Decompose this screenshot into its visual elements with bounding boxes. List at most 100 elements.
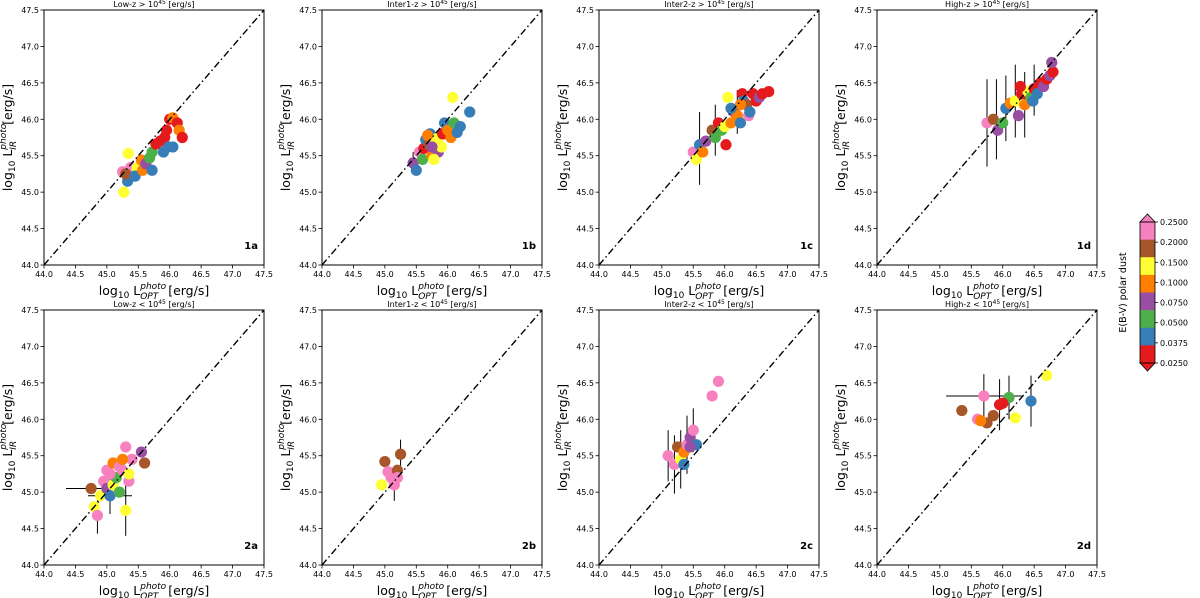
y-axis-label: log10 LphotoIR [erg/s] (554, 84, 574, 191)
data-point (120, 441, 132, 453)
colorbar-tick-label: 0.0500 (1160, 319, 1188, 328)
y-tick-label: 46.5 (299, 379, 317, 388)
x-tick-label: 44.5 (900, 570, 918, 579)
x-axis-label: log10 Lphoto OPT [erg/s] (654, 282, 764, 302)
x-tick-label: 44.5 (345, 270, 363, 279)
data-point (997, 397, 1009, 409)
x-axis-label: log10 Lphoto OPT [erg/s] (932, 582, 1042, 598)
y-tick-label: 46.5 (576, 379, 594, 388)
panel-tag: 2c (800, 541, 813, 552)
data-point (126, 453, 138, 465)
colorbar-segment (1140, 292, 1155, 311)
data-point (120, 504, 132, 516)
y-axis-label: log10 LphotoIR [erg/s] (554, 384, 574, 491)
data-point (1047, 66, 1059, 78)
data-point (410, 164, 422, 176)
one-to-one-line (598, 9, 820, 266)
x-tick-label: 47.0 (1057, 570, 1075, 579)
x-tick-label: 46.5 (747, 570, 765, 579)
x-tick-label: 47.0 (502, 570, 520, 579)
x-tick-label: 46.5 (1025, 570, 1043, 579)
colorbar-label: E(B-V) polar dust (1118, 252, 1129, 333)
data-point (734, 99, 747, 111)
x-tick-label: 45.0 (376, 270, 394, 279)
x-tick-label: 44.5 (345, 570, 363, 579)
x-axis-label: log10 Lphoto OPT [erg/s] (377, 282, 487, 302)
x-tick-label: 45.0 (653, 270, 671, 279)
one-to-one-line (321, 9, 543, 266)
x-tick-label: 46.0 (716, 570, 734, 579)
y-tick-label: 46.5 (21, 379, 39, 388)
x-tick-label: 44.0 (590, 270, 608, 279)
colorbar-segment (1140, 274, 1155, 293)
y-tick-label: 46.0 (299, 115, 317, 124)
x-tick-label: 45.0 (931, 570, 949, 579)
colorbar-segment (1140, 239, 1155, 258)
data-point (376, 479, 388, 491)
y-tick-label: 46.0 (576, 115, 594, 124)
y-tick-label: 45.0 (854, 188, 872, 197)
panel-title: Low-z > 1045 [erg/s] (113, 0, 194, 9)
y-tick-label: 44.5 (854, 525, 872, 534)
axes-frame (876, 9, 1098, 266)
x-tick-label: 45.0 (653, 570, 671, 579)
y-tick-label: 44.5 (21, 525, 39, 534)
x-tick-label: 46.0 (716, 270, 734, 279)
data-point (104, 490, 116, 502)
data-point (1041, 369, 1053, 382)
axes-frame (321, 309, 543, 566)
y-tick-label: 47.5 (576, 6, 594, 15)
data-point (706, 390, 718, 402)
panel-title: Low-z < 1045 [erg/s] (113, 299, 194, 309)
x-tick-label: 44.0 (313, 570, 331, 579)
y-tick-label: 47.0 (576, 42, 594, 51)
x-tick-label: 47.0 (224, 270, 242, 279)
data-point (684, 441, 696, 453)
panels: Low-z > 1045 [erg/s] 44.0 44.5 45.0 45.5 46.0… (0, 0, 1106, 598)
x-axis-label: log10 Lphoto OPT [erg/s] (99, 282, 209, 302)
y-tick-label: 46.5 (576, 79, 594, 88)
y-tick-label: 44.5 (299, 525, 317, 534)
y-tick-label: 45.5 (576, 152, 594, 161)
y-tick-label: 45.5 (854, 152, 872, 161)
panel-tag: 2d (1077, 541, 1091, 552)
y-tick-label: 45.0 (576, 488, 594, 497)
panel-title: Inter1-z < 1045 [erg/s] (387, 299, 476, 309)
x-tick-label: 47.5 (810, 570, 828, 579)
data-point (725, 117, 737, 129)
x-tick-label: 47.0 (502, 270, 520, 279)
panel-2a: Low-z < 1045 [erg/s] 44.0 44.5 45.0 45.5 46.0… (0, 299, 273, 598)
x-tick-label: 44.5 (622, 570, 640, 579)
x-tick-label: 46.0 (161, 270, 179, 279)
data-point (94, 490, 107, 502)
data-point (167, 141, 179, 153)
panel-title: Inter1-z > 1045 [erg/s] (387, 0, 476, 9)
colorbar-extend-top (1139, 213, 1156, 223)
x-tick-label: 44.5 (622, 270, 640, 279)
y-tick-label: 44.0 (21, 261, 39, 270)
panel-1b: Inter1-z > 1045 [erg/s] 44.0 44.5 45.0 45.5 4… (277, 0, 551, 302)
panel-title: Inter2-z < 1045 [erg/s] (664, 299, 753, 309)
x-tick-label: 44.0 (313, 270, 331, 279)
one-to-one-line (876, 9, 1098, 266)
y-axis-label: log10 LphotoIR [erg/s] (277, 384, 297, 491)
panel-2c: Inter2-z < 1045 [erg/s] 44.0 44.5 45.0 45.5 4… (554, 299, 828, 598)
y-tick-label: 47.0 (854, 42, 872, 51)
axes-frame (43, 309, 265, 566)
data-point (104, 468, 116, 480)
data-point (662, 450, 674, 462)
data-point (734, 117, 747, 129)
y-tick-label: 45.5 (576, 452, 594, 461)
one-to-one-line (43, 309, 265, 566)
x-tick-label: 44.5 (67, 570, 85, 579)
x-tick-label: 47.0 (779, 270, 797, 279)
y-tick-label: 46.0 (299, 415, 317, 424)
y-tick-label: 44.0 (299, 561, 317, 570)
y-tick-label: 45.0 (299, 188, 317, 197)
data-point (85, 482, 97, 495)
data-point (435, 141, 448, 153)
x-tick-label: 46.5 (470, 570, 488, 579)
y-tick-label: 47.0 (21, 42, 39, 51)
y-tick-label: 45.0 (21, 488, 39, 497)
data-point (1009, 95, 1021, 107)
